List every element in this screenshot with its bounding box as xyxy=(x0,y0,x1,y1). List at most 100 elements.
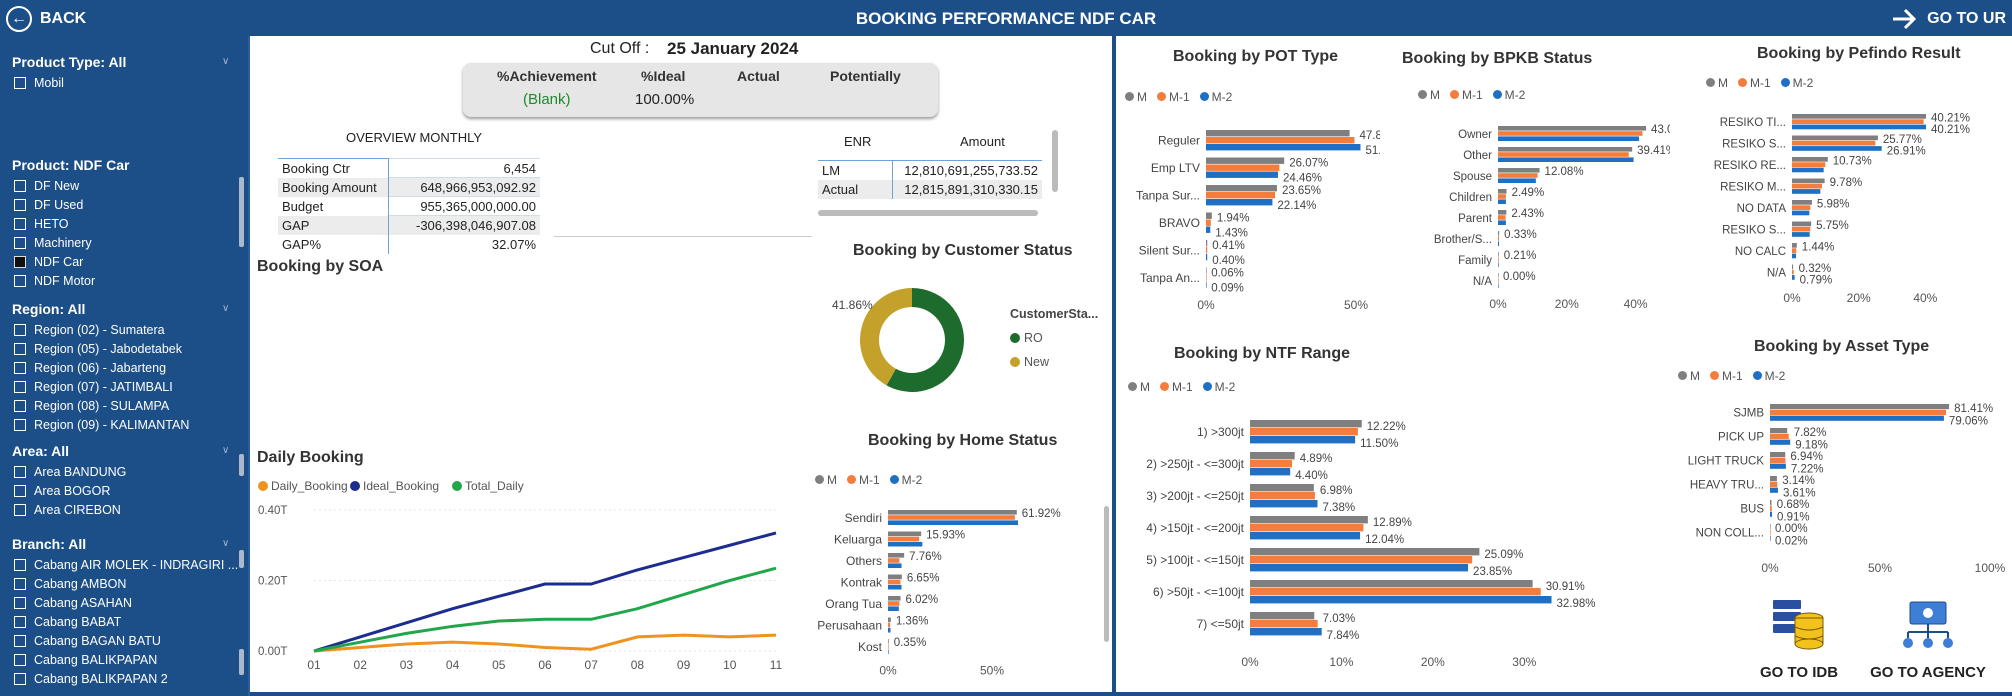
filter-option[interactable]: Cabang BAGAN BATU xyxy=(14,634,161,648)
checkbox[interactable] xyxy=(14,673,26,685)
bar-m[interactable] xyxy=(1792,221,1812,227)
home-scrollbar[interactable] xyxy=(1104,506,1109,642)
legend-item[interactable]: M-2 xyxy=(889,473,922,487)
filter-option[interactable]: NDF Motor xyxy=(14,274,95,288)
checkbox[interactable] xyxy=(14,559,26,571)
bar-m-2[interactable] xyxy=(1770,439,1791,445)
filter-option[interactable]: Area BOGOR xyxy=(14,484,110,498)
checkbox[interactable] xyxy=(14,199,26,211)
bar-m-1[interactable] xyxy=(1250,492,1315,500)
bar-m-2[interactable] xyxy=(1792,146,1882,151)
bar-m[interactable] xyxy=(1792,178,1825,184)
bar-m[interactable] xyxy=(888,574,902,580)
bar-m[interactable] xyxy=(1498,210,1507,215)
bar-m[interactable] xyxy=(1770,428,1788,434)
bar-m-1[interactable] xyxy=(888,644,889,649)
bar-m[interactable] xyxy=(1498,252,1499,257)
bar-m-2[interactable] xyxy=(1250,596,1552,604)
checkbox[interactable] xyxy=(14,381,26,393)
bar-m-1[interactable] xyxy=(1250,524,1364,532)
back-button[interactable]: ← BACK xyxy=(6,6,86,32)
bar-m-2[interactable] xyxy=(1206,281,1207,288)
filter-option[interactable]: DF Used xyxy=(14,198,83,212)
legend-item[interactable]: M xyxy=(815,473,837,487)
bar-m-2[interactable] xyxy=(1250,468,1291,476)
series-line-ideal-booking[interactable] xyxy=(313,531,777,653)
bar-m-1[interactable] xyxy=(1498,215,1506,220)
bar-m-1[interactable] xyxy=(1770,409,1946,415)
bar-m-2[interactable] xyxy=(1206,254,1208,261)
legend-item[interactable]: M-1 xyxy=(1738,76,1771,90)
bar-m-2[interactable] xyxy=(1792,275,1795,280)
bar-m-2[interactable] xyxy=(1498,199,1506,204)
bar-m-2[interactable] xyxy=(1498,262,1499,267)
filter-option[interactable]: Cabang AIR MOLEK - INDRAGIRI ... xyxy=(14,558,238,572)
chevron-down-icon[interactable]: ∨ xyxy=(222,445,230,456)
bar-m[interactable] xyxy=(1498,231,1500,236)
bar-m-1[interactable] xyxy=(1770,433,1789,439)
bar-m[interactable] xyxy=(1498,168,1540,173)
bar-m-2[interactable] xyxy=(1770,511,1773,517)
bar-m-1[interactable] xyxy=(1792,269,1794,275)
bar-m-2[interactable] xyxy=(888,584,902,590)
bar-m-2[interactable] xyxy=(1250,500,1318,508)
bar-m[interactable] xyxy=(888,510,1017,515)
bar-m[interactable] xyxy=(1792,157,1828,162)
bar-m-1[interactable] xyxy=(1206,137,1355,144)
bar-m[interactable] xyxy=(1792,135,1878,141)
chevron-down-icon[interactable]: ∨ xyxy=(222,303,230,314)
checkbox[interactable] xyxy=(14,237,26,249)
bar-m[interactable] xyxy=(1250,452,1295,460)
checkbox[interactable] xyxy=(14,324,26,336)
bar-m[interactable] xyxy=(1250,612,1315,620)
bar-m-2[interactable] xyxy=(1792,210,1810,216)
filter-option[interactable]: Mobil xyxy=(14,76,64,90)
bar-m[interactable] xyxy=(888,596,901,601)
bar-m[interactable] xyxy=(1206,185,1277,192)
bar-m-2[interactable] xyxy=(1250,564,1469,572)
legend-item[interactable]: M-2 xyxy=(1199,90,1232,104)
bar-m[interactable] xyxy=(888,531,922,537)
filter-title-product[interactable]: Product: NDF Car xyxy=(12,157,130,173)
bar-m-2[interactable] xyxy=(1250,532,1361,540)
checkbox[interactable] xyxy=(14,654,26,666)
bar-m-1[interactable] xyxy=(1250,620,1318,628)
bar-m-2[interactable] xyxy=(1206,171,1278,178)
bar-m-2[interactable] xyxy=(1792,253,1796,259)
checkbox[interactable] xyxy=(14,275,26,287)
checkbox[interactable] xyxy=(14,256,26,268)
bar-m-2[interactable] xyxy=(1498,178,1536,183)
legend-item[interactable]: M-1 xyxy=(1157,90,1190,104)
bar-m-2[interactable] xyxy=(888,627,891,633)
filter-title-branch[interactable]: Branch: All xyxy=(12,536,87,552)
bar-m[interactable] xyxy=(1206,130,1350,137)
bar-m[interactable] xyxy=(1792,114,1927,119)
go-to-idb-button[interactable]: GO TO IDB xyxy=(1752,596,1846,686)
legend-item[interactable]: M xyxy=(1125,90,1147,104)
filter-option[interactable]: Region (05) - Jabodetabek xyxy=(14,342,182,356)
filter-option[interactable]: Region (09) - KALIMANTAN xyxy=(14,418,189,432)
bar-m-1[interactable] xyxy=(1206,164,1280,171)
bar-m-1[interactable] xyxy=(1792,183,1822,189)
filter-option[interactable]: Cabang AMBON xyxy=(14,577,126,591)
bar-m[interactable] xyxy=(888,639,889,644)
bar-m-1[interactable] xyxy=(1498,131,1643,136)
bar-m-1[interactable] xyxy=(1770,505,1772,511)
legend-label[interactable]: Total_Daily xyxy=(465,479,524,493)
go-to-agency-button[interactable]: GO TO AGENCY xyxy=(1862,596,1994,686)
checkbox[interactable] xyxy=(14,343,26,355)
bar-m-1[interactable] xyxy=(1498,278,1499,283)
checkbox[interactable] xyxy=(14,578,26,590)
filter-option[interactable]: Machinery xyxy=(14,236,92,250)
checkbox[interactable] xyxy=(14,504,26,516)
filter-option[interactable]: NDF Car xyxy=(14,255,83,269)
bar-m[interactable] xyxy=(1498,147,1633,152)
filter-option[interactable]: HETO xyxy=(14,217,69,231)
bar-m[interactable] xyxy=(1770,404,1950,410)
bar-m-2[interactable] xyxy=(1770,463,1786,469)
legend-item[interactable]: M xyxy=(1418,88,1440,102)
legend-item[interactable]: M xyxy=(1128,380,1150,394)
bar-m[interactable] xyxy=(1770,452,1786,458)
bar-m-1[interactable] xyxy=(888,601,900,606)
filter-option[interactable]: Cabang ASAHAN xyxy=(14,596,132,610)
